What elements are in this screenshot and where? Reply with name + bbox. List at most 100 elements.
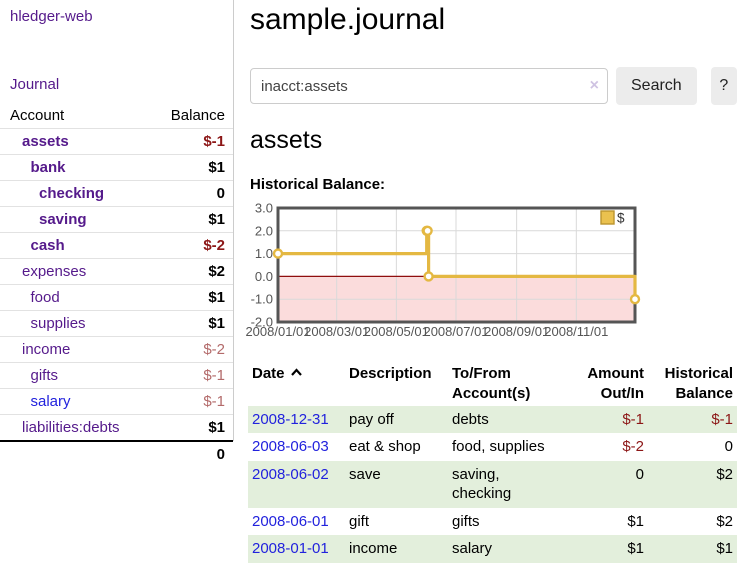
sidebar-account-link[interactable]: checking [39, 185, 105, 202]
account-balance: 0 [150, 180, 233, 207]
transaction-amount: $-2 [622, 438, 644, 456]
x-tick-label: 2008/09/01 [484, 324, 549, 339]
y-tick-label: 3.0 [255, 203, 273, 216]
transaction-accounts: debts [452, 410, 489, 428]
transaction-balance: 0 [724, 438, 733, 456]
transaction-description: income [349, 540, 398, 558]
accounts-total-value: 0 [150, 440, 233, 467]
sidebar-account-link[interactable]: income [22, 341, 71, 358]
transaction-date-link[interactable]: 2008-06-03 [252, 438, 329, 456]
search-input[interactable] [250, 68, 608, 104]
sidebar-account-link[interactable]: assets [22, 133, 69, 150]
transaction-date-link[interactable]: 2008-01-01 [252, 540, 329, 558]
account-row: saving $1 [0, 206, 233, 233]
account-row: food $1 [0, 284, 233, 311]
y-tick-label: -2.0 [251, 315, 273, 330]
clear-search-icon[interactable]: × [589, 77, 599, 94]
register-header-date: Date [248, 362, 345, 406]
account-heading: assets [250, 126, 323, 154]
sidebar-account-link[interactable]: cash [30, 237, 65, 254]
sidebar-account-link[interactable]: saving [39, 211, 87, 228]
transaction-date-link[interactable]: 2008-06-01 [252, 512, 329, 530]
account-balance: $-1 [150, 128, 233, 155]
account-row: gifts $-1 [0, 362, 233, 389]
register-table: Date Description To/From Account(s) Amou… [248, 362, 737, 563]
spacer [0, 440, 151, 467]
account-balance: $-2 [150, 232, 233, 259]
x-tick-label: 2008/07/01 [423, 324, 488, 339]
chart-legend-swatch [600, 210, 615, 225]
transaction-date-link[interactable]: 2008-12-31 [252, 410, 329, 428]
register-header-accounts: To/From Account(s) [452, 365, 531, 402]
transaction-amount: 0 [635, 465, 644, 483]
account-balance: $1 [150, 154, 233, 181]
search-input-wrap: × [250, 68, 608, 104]
register-header-date-label: Date [252, 365, 285, 382]
x-tick-label: 2008/11/01 [544, 324, 608, 339]
transaction-accounts: food, supplies [452, 438, 545, 456]
sidebar-account-link[interactable]: salary [30, 393, 71, 410]
x-tick-label: 2008/01/01 [245, 324, 310, 339]
sidebar-account-link[interactable]: supplies [30, 315, 86, 332]
transaction-description: save [349, 465, 381, 483]
chart-border [276, 206, 637, 324]
chart-data-marker [629, 293, 641, 305]
account-balance: $1 [150, 414, 233, 441]
sidebar: hledger-web Journal Account Balance asse… [0, 0, 234, 467]
y-tick-label: 0.0 [255, 269, 273, 284]
chart-legend-label: $ [617, 211, 625, 226]
account-row: checking 0 [0, 180, 233, 207]
page-title: sample.journal [250, 3, 446, 36]
chart-data-marker [423, 271, 434, 282]
register-header-description: Description [349, 365, 432, 382]
transaction-accounts: saving, checking [452, 465, 512, 503]
account-balance: $-1 [150, 362, 233, 389]
chart-data-marker [272, 248, 284, 259]
transaction-balance: $2 [716, 512, 733, 530]
account-balance: $1 [150, 310, 233, 337]
transaction-description: gift [349, 512, 370, 530]
sort-ascending-icon [290, 368, 302, 376]
account-row: cash $-2 [0, 232, 233, 259]
y-tick-label: 2.0 [255, 223, 273, 238]
historical-balance-chart: $3.0 2.0 1.0 0.0 -1.0 -2.02008/01/012008/03/0… [245, 203, 641, 339]
sidebar-account-link[interactable]: gifts [30, 367, 59, 384]
chart-data-marker [422, 225, 433, 236]
account-row: expenses $2 [0, 258, 233, 285]
register-header-row: Date Description To/From Account(s) Amou… [248, 362, 737, 406]
search-bar: × Search ? [250, 66, 737, 106]
account-balance: $1 [150, 284, 233, 311]
accounts-total-row: 0 [0, 440, 233, 467]
y-tick-label: -1.0 [251, 292, 273, 307]
transaction-description: eat & shop [349, 438, 421, 456]
register-row: 2008-06-02 save saving, checking 0 $2 [248, 460, 737, 508]
transaction-accounts: salary [452, 540, 493, 558]
sidebar-journal-link[interactable]: Journal [10, 76, 60, 93]
register-header-balance: Historical Balance [664, 365, 733, 402]
search-button[interactable]: Search [616, 67, 697, 105]
x-tick-label: 2008/03/01 [304, 324, 369, 339]
account-row: assets $-1 [0, 128, 233, 155]
transaction-accounts: gifts [452, 512, 480, 530]
account-balance: $-2 [150, 336, 233, 363]
sidebar-account-link[interactable]: bank [30, 159, 66, 176]
sidebar-account-link[interactable]: expenses [22, 263, 87, 280]
sidebar-account-link[interactable]: liabilities:debts [22, 419, 120, 436]
transaction-amount: $-1 [622, 410, 644, 428]
register-row: 2008-06-01 gift gifts $1 $2 [248, 508, 737, 536]
transaction-date-link[interactable]: 2008-06-02 [252, 465, 329, 483]
register-row: 2008-01-01 income salary $1 $1 [248, 535, 737, 563]
account-balance: $2 [150, 258, 233, 285]
app-home-link[interactable]: hledger-web [10, 8, 93, 25]
account-row: bank $1 [0, 154, 233, 181]
sidebar-account-link[interactable]: food [30, 289, 60, 306]
account-row: liabilities:debts $1 [0, 414, 233, 441]
accounts-header-balance: Balance [170, 107, 225, 124]
account-row: income $-2 [0, 336, 233, 363]
register-header-amount: Amount Out/In [587, 365, 644, 402]
help-button[interactable]: ? [710, 67, 737, 105]
y-tick-label: 1.0 [255, 246, 273, 261]
account-row: supplies $1 [0, 310, 233, 337]
account-balance: $-1 [150, 388, 233, 415]
